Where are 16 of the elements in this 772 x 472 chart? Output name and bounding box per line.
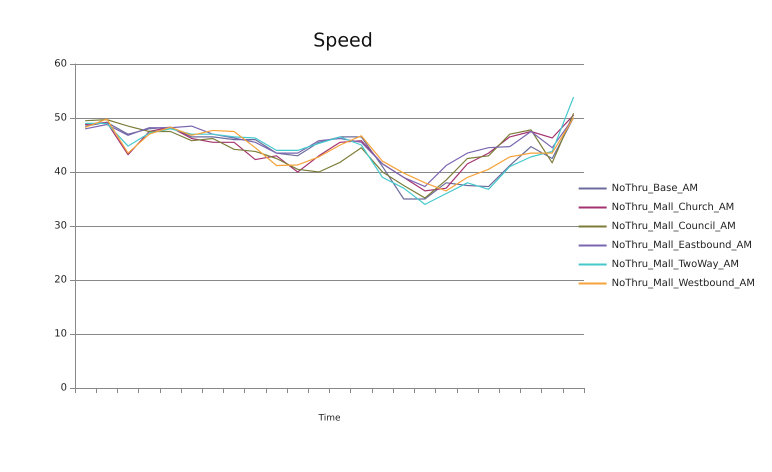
legend-label: NoThru_Mall_Eastbound_AM: [612, 240, 752, 251]
legend-label: NoThru_Mall_Westbound_AM: [612, 278, 756, 289]
chart-title: Speed: [313, 30, 373, 52]
y-tick-label: 20: [54, 274, 67, 286]
x-axis-title: Time: [317, 414, 341, 424]
y-tick-label: 50: [54, 112, 67, 124]
legend-label: NoThru_Mall_TwoWay_AM: [612, 259, 739, 270]
legend-label: NoThru_Mall_Church_AM: [612, 202, 734, 213]
y-tick-label: 0: [60, 382, 67, 394]
y-tick-label: 10: [54, 328, 67, 340]
y-tick-label: 40: [54, 166, 67, 178]
line-series: [85, 96, 574, 205]
legend-label: NoThru_Mall_Council_AM: [612, 221, 736, 232]
y-tick-label: 60: [54, 58, 67, 70]
legend-label: NoThru_Base_AM: [612, 183, 698, 194]
y-tick-label: 30: [54, 220, 67, 232]
